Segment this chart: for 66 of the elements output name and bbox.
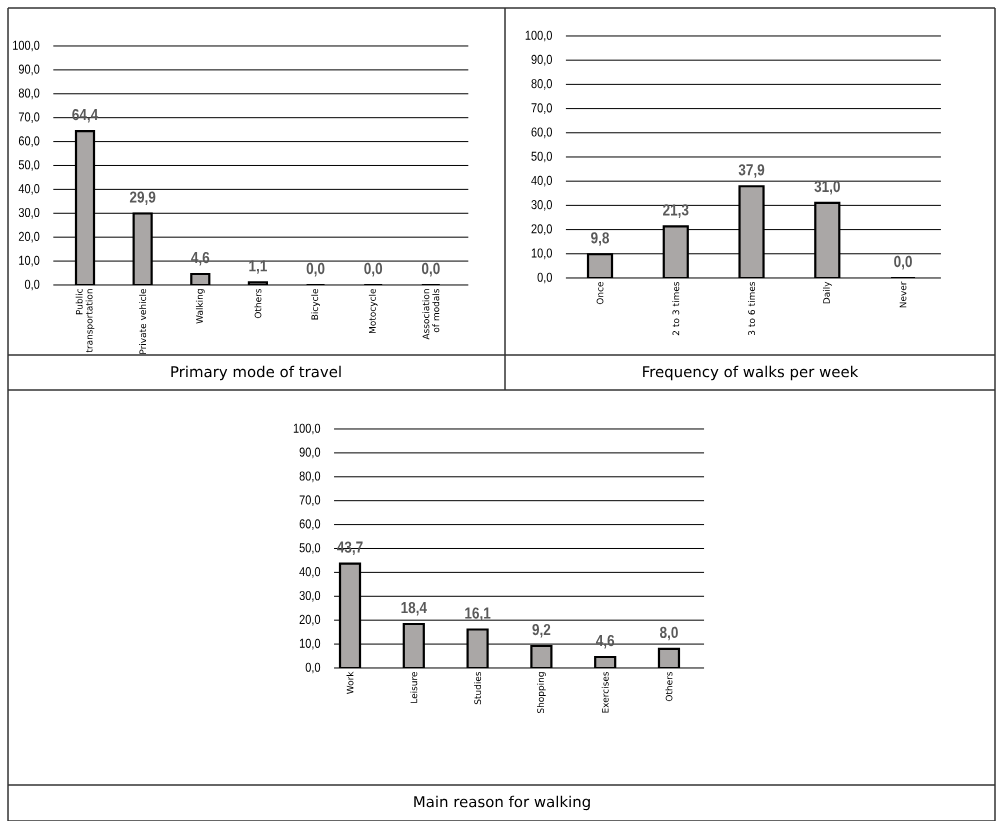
y-tick-label: 90,0 — [299, 447, 321, 459]
y-tick-label: 50,0 — [18, 160, 40, 171]
y-tick-label: 60,0 — [299, 519, 321, 530]
y-tick-label: 40,0 — [299, 567, 321, 578]
x-tick-label: Daily — [822, 281, 832, 304]
data-label: 1,1 — [249, 260, 267, 274]
data-label: 9,2 — [532, 623, 551, 638]
y-tick-label: 0,0 — [24, 279, 40, 291]
x-tick-label: Studies — [474, 671, 482, 705]
data-label: 37,9 — [738, 164, 765, 178]
x-tick-label: Others — [665, 671, 673, 702]
data-label: 8,0 — [660, 626, 678, 641]
x-tick-label: Walking — [195, 289, 205, 324]
x-tick-label: Others — [254, 288, 262, 319]
data-label: 0,0 — [894, 255, 912, 270]
text: Frequency of walks per week — [643, 365, 859, 381]
data-label: 0,0 — [421, 262, 440, 277]
x-tick-label: Public transportation — [75, 289, 95, 353]
y-tick-label: 90,0 — [531, 54, 552, 66]
text: Primary mode of travel — [171, 365, 341, 381]
y-tick-label: 30,0 — [531, 200, 552, 211]
y-tick-label: 100,0 — [293, 423, 321, 435]
y-tick-label: 20,0 — [531, 224, 552, 235]
y-tick-label: 50,0 — [531, 151, 552, 163]
y-tick-label: 60,0 — [531, 127, 552, 139]
data-label: 0,0 — [364, 262, 383, 277]
y-tick-label: 100,0 — [13, 40, 40, 52]
data-label: 21,3 — [663, 204, 689, 218]
x-tick-label: Private vehicle — [139, 288, 147, 354]
y-tick-label: 10,0 — [19, 255, 40, 267]
x-tick-label: Never — [899, 281, 907, 308]
x-tick-label: 2 to 3 times — [672, 281, 680, 336]
y-tick-label: 90,0 — [18, 64, 40, 76]
y-tick-label: 20,0 — [18, 231, 40, 243]
x-tick-label: Association of modals — [422, 288, 440, 340]
y-tick-label: 0,0 — [537, 272, 552, 284]
x-tick-label: Bicycle — [311, 288, 320, 320]
y-tick-label: 40,0 — [18, 184, 40, 195]
y-tick-label: 50,0 — [299, 543, 321, 554]
y-tick-label: 0,0 — [305, 662, 321, 674]
x-tick-label: Shopping — [537, 672, 546, 714]
x-tick-label: Work — [346, 671, 354, 694]
data-label: 18,4 — [401, 601, 427, 616]
y-tick-label: 70,0 — [18, 112, 40, 124]
y-tick-label: 80,0 — [18, 88, 40, 100]
y-tick-label: 100,0 — [525, 30, 552, 42]
y-tick-label: 80,0 — [531, 79, 552, 90]
y-tick-label: 80,0 — [299, 471, 321, 483]
y-tick-label: 10,0 — [531, 248, 552, 260]
x-tick-label: 3 to 6 times — [748, 281, 755, 336]
y-tick-label: 30,0 — [18, 207, 40, 219]
x-tick-label: Leisure — [410, 671, 418, 703]
y-tick-label: 60,0 — [18, 136, 40, 147]
y-tick-label: 70,0 — [299, 495, 321, 507]
y-tick-label: 30,0 — [299, 590, 321, 602]
x-tick-label: Motocycle — [368, 288, 378, 334]
data-label: 16,1 — [465, 607, 491, 621]
text: Main reason for walking — [414, 795, 590, 811]
y-tick-label: 40,0 — [531, 175, 552, 187]
x-tick-label: Once — [596, 281, 604, 305]
x-tick-label: Exercises — [601, 671, 609, 713]
data-label: 9,8 — [591, 232, 610, 246]
data-label: 29,9 — [129, 191, 156, 205]
y-tick-label: 10,0 — [299, 638, 321, 650]
y-tick-label: 70,0 — [531, 103, 552, 114]
y-tick-label: 20,0 — [299, 614, 321, 626]
